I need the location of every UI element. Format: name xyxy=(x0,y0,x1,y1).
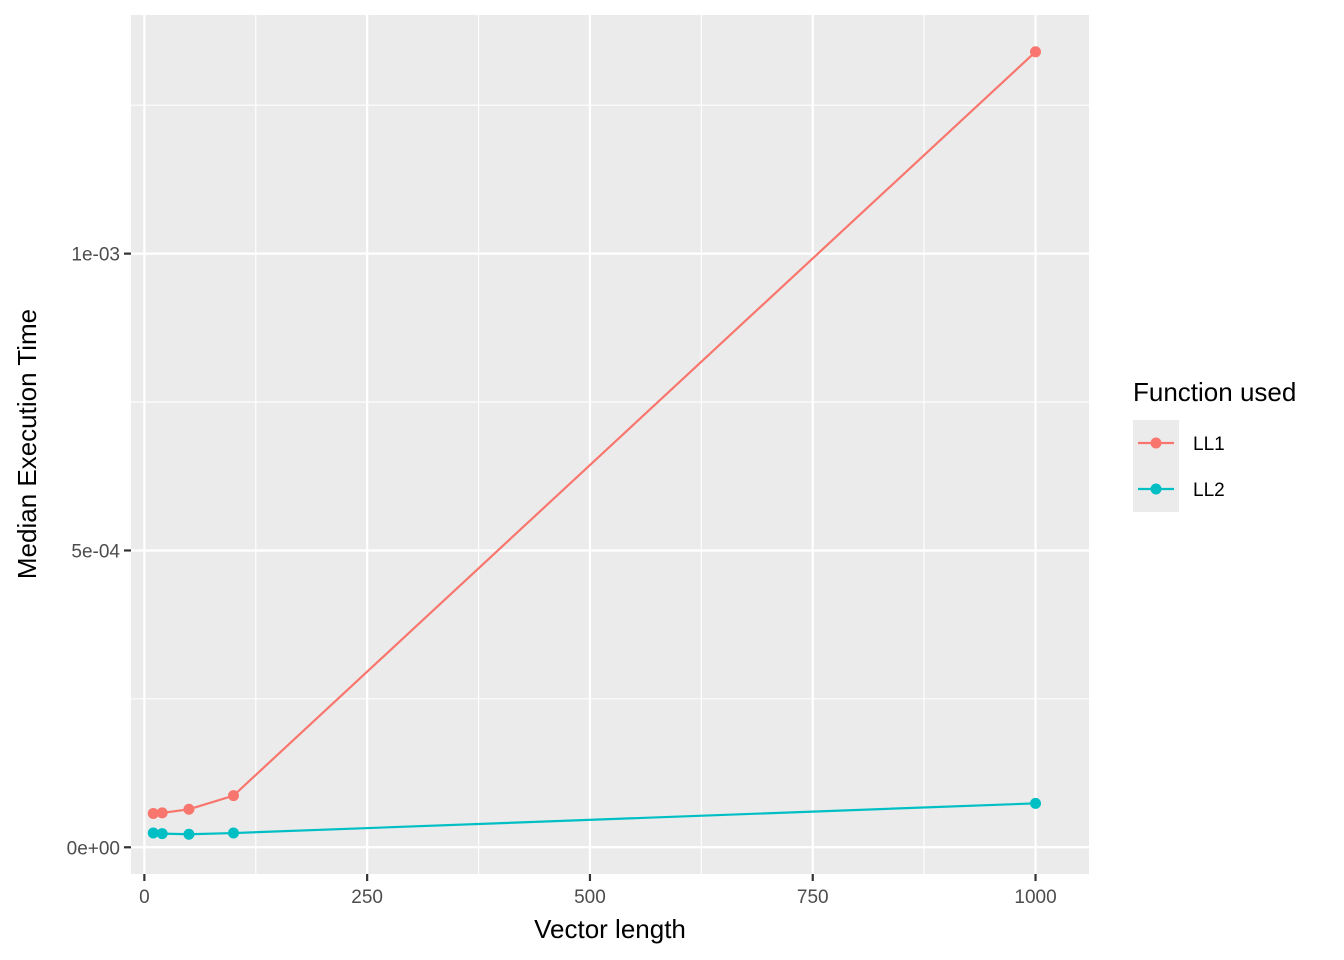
legend-key-point-ll1 xyxy=(1150,437,1162,449)
data-point-ll1 xyxy=(147,807,159,819)
y-axis: 0e+00 5e-04 1e-03 xyxy=(67,245,131,859)
minor-gridlines xyxy=(131,15,1089,874)
series-layer xyxy=(147,46,1042,840)
data-point-ll2 xyxy=(183,828,195,840)
x-tick-label: 500 xyxy=(574,887,606,908)
x-tick-label: 1000 xyxy=(1014,887,1056,908)
y-axis-title: Median Execution Time xyxy=(12,309,42,579)
y-tick-label: 1e-03 xyxy=(71,245,120,266)
data-point-ll1 xyxy=(183,803,195,815)
y-tick-label: 5e-04 xyxy=(71,541,120,562)
legend-keys: LL1 LL2 xyxy=(1138,434,1225,501)
legend-key-background xyxy=(1133,420,1179,512)
data-point-ll2 xyxy=(147,827,159,839)
x-tick-label: 0 xyxy=(139,887,150,908)
x-tick-label: 250 xyxy=(351,887,383,908)
data-point-ll2 xyxy=(1030,797,1042,809)
major-gridlines xyxy=(131,15,1089,874)
data-point-ll1 xyxy=(156,807,168,819)
x-tick-label: 750 xyxy=(797,887,829,908)
plot-panel xyxy=(131,15,1089,874)
x-axis: 0 250 500 750 1000 xyxy=(139,874,1057,908)
x-axis-title: Vector length xyxy=(534,914,686,944)
data-point-ll1 xyxy=(227,790,239,802)
y-tick-label: 0e+00 xyxy=(67,838,120,859)
data-point-ll1 xyxy=(1030,46,1042,58)
legend-label-ll1: LL1 xyxy=(1193,434,1225,455)
legend: Function used LL1 LL2 xyxy=(1133,377,1296,512)
legend-key-point-ll2 xyxy=(1150,483,1162,495)
legend-title: Function used xyxy=(1133,377,1296,407)
legend-label-ll2: LL2 xyxy=(1193,480,1225,501)
data-point-ll2 xyxy=(156,828,168,840)
data-point-ll2 xyxy=(227,827,239,839)
